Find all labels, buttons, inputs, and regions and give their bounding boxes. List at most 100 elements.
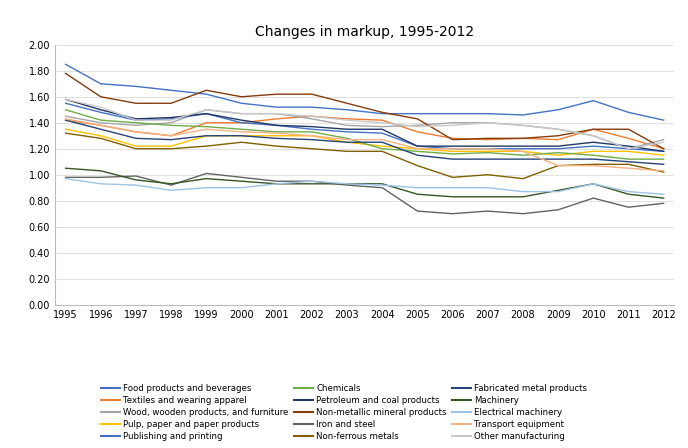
Textiles and wearing apparel	[61, 117, 69, 123]
Chemicals	[132, 120, 140, 125]
Electrical machinery	[132, 182, 140, 188]
Food products and beverages	[449, 111, 457, 116]
Wood, wooden products, and furniture	[343, 123, 351, 128]
Line: Other manufacturing: Other manufacturing	[65, 99, 664, 149]
Non-metallic mineral products	[343, 101, 351, 106]
Chemicals	[660, 156, 668, 162]
Pulp, paper and paper products	[378, 143, 387, 149]
Legend: Food products and beverages, Textiles and wearing apparel, Wood, wooden products: Food products and beverages, Textiles an…	[98, 382, 590, 444]
Food products and beverages	[343, 107, 351, 112]
Non-metallic mineral products	[308, 91, 316, 97]
Textiles and wearing apparel	[519, 136, 527, 141]
Petroleum and coal products	[308, 124, 316, 129]
Non-metallic mineral products	[660, 146, 668, 151]
Transport equipment	[308, 133, 316, 138]
Petroleum and coal products	[589, 140, 597, 145]
Fabricated metal products	[132, 136, 140, 141]
Publishing and printing	[625, 146, 633, 151]
Electrical machinery	[660, 192, 668, 197]
Electrical machinery	[449, 185, 457, 190]
Non-metallic mineral products	[167, 101, 175, 106]
Machinery	[660, 195, 668, 201]
Textiles and wearing apparel	[308, 113, 316, 119]
Food products and beverages	[625, 110, 633, 115]
Non-metallic mineral products	[519, 136, 527, 141]
Chemicals	[554, 150, 562, 155]
Iron and steel	[61, 175, 69, 180]
Fabricated metal products	[272, 136, 281, 141]
Pulp, paper and paper products	[554, 152, 562, 158]
Chemicals	[308, 129, 316, 134]
Pulp, paper and paper products	[237, 133, 246, 138]
Machinery	[378, 181, 387, 186]
Wood, wooden products, and furniture	[519, 123, 527, 128]
Non-ferrous metals	[272, 143, 281, 149]
Electrical machinery	[413, 185, 422, 190]
Chemicals	[378, 146, 387, 151]
Machinery	[413, 192, 422, 197]
Non-ferrous metals	[519, 176, 527, 181]
Chemicals	[589, 152, 597, 158]
Machinery	[625, 192, 633, 197]
Wood, wooden products, and furniture	[202, 107, 211, 112]
Iron and steel	[378, 185, 387, 190]
Pulp, paper and paper products	[449, 149, 457, 154]
Pulp, paper and paper products	[484, 149, 492, 154]
Textiles and wearing apparel	[96, 123, 105, 128]
Line: Transport equipment: Transport equipment	[65, 119, 664, 171]
Publishing and printing	[589, 143, 597, 149]
Food products and beverages	[96, 81, 105, 86]
Transport equipment	[484, 146, 492, 151]
Iron and steel	[237, 175, 246, 180]
Chemicals	[449, 151, 457, 157]
Wood, wooden products, and furniture	[132, 123, 140, 128]
Machinery	[449, 194, 457, 199]
Machinery	[272, 181, 281, 186]
Pulp, paper and paper products	[519, 149, 527, 154]
Transport equipment	[589, 163, 597, 168]
Other manufacturing	[589, 133, 597, 138]
Iron and steel	[484, 208, 492, 214]
Non-ferrous metals	[413, 163, 422, 168]
Publishing and printing	[484, 146, 492, 151]
Line: Non-ferrous metals: Non-ferrous metals	[65, 133, 664, 179]
Textiles and wearing apparel	[343, 116, 351, 121]
Pulp, paper and paper products	[167, 143, 175, 149]
Textiles and wearing apparel	[272, 116, 281, 121]
Transport equipment	[167, 133, 175, 138]
Line: Fabricated metal products: Fabricated metal products	[65, 120, 664, 164]
Wood, wooden products, and furniture	[554, 126, 562, 132]
Transport equipment	[343, 137, 351, 142]
Transport equipment	[519, 149, 527, 154]
Food products and beverages	[132, 84, 140, 89]
Publishing and printing	[378, 130, 387, 136]
Iron and steel	[167, 182, 175, 188]
Textiles and wearing apparel	[449, 136, 457, 141]
Petroleum and coal products	[378, 126, 387, 132]
Publishing and printing	[343, 129, 351, 134]
Textiles and wearing apparel	[237, 120, 246, 125]
Other manufacturing	[308, 113, 316, 119]
Wood, wooden products, and furniture	[61, 113, 69, 119]
Petroleum and coal products	[554, 143, 562, 149]
Iron and steel	[343, 182, 351, 188]
Other manufacturing	[343, 117, 351, 123]
Non-metallic mineral products	[449, 137, 457, 142]
Other manufacturing	[61, 97, 69, 102]
Transport equipment	[625, 166, 633, 171]
Electrical machinery	[61, 176, 69, 181]
Non-metallic mineral products	[378, 110, 387, 115]
Other manufacturing	[96, 104, 105, 110]
Wood, wooden products, and furniture	[413, 123, 422, 128]
Machinery	[61, 166, 69, 171]
Electrical machinery	[378, 182, 387, 188]
Food products and beverages	[484, 111, 492, 116]
Transport equipment	[660, 168, 668, 173]
Non-metallic mineral products	[237, 94, 246, 99]
Publishing and printing	[519, 146, 527, 151]
Non-metallic mineral products	[413, 116, 422, 121]
Transport equipment	[554, 163, 562, 168]
Other manufacturing	[413, 124, 422, 129]
Petroleum and coal products	[61, 97, 69, 102]
Fabricated metal products	[413, 152, 422, 158]
